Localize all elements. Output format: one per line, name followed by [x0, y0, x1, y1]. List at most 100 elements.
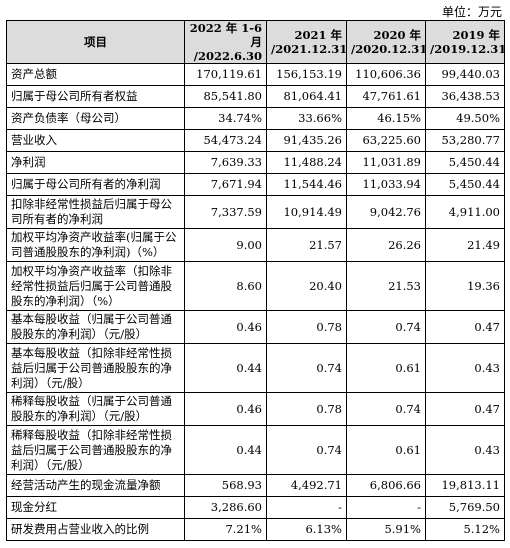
cell-value: 91,435.26 [266, 129, 347, 152]
cell-value: 11,033.94 [346, 173, 426, 196]
cell-value: 0.46 [184, 392, 267, 426]
cell-value: 54,473.24 [184, 129, 267, 152]
cell-value: 4,911.00 [425, 195, 505, 229]
cell-value: 3,286.60 [184, 496, 267, 519]
cell-value: 7,337.59 [184, 195, 267, 229]
cell-value: 0.74 [266, 425, 347, 475]
header-period-4-line1: 2019 年 [452, 28, 500, 42]
table-row: 现金分红 3,286.60 - - 5,769.50 [6, 496, 505, 519]
row-label: 扣除非经常性损益后归属于母公司所有者的净利润 [6, 195, 185, 229]
table-row: 营业收入 54,473.24 91,435.26 63,225.60 53,28… [6, 129, 505, 152]
cell-value: 21.49 [425, 228, 505, 262]
cell-value: 0.61 [346, 425, 426, 475]
cell-value: 8.60 [184, 261, 267, 311]
unit-label: 单位：万元 [441, 5, 502, 19]
header-period-2-line1: 2021 年 [294, 28, 342, 42]
cell-value: 0.46 [184, 310, 267, 344]
header-period-3-line2: /2020.12.31 [351, 42, 428, 56]
row-label: 营业收入 [6, 129, 185, 152]
cell-value: 85,541.80 [184, 85, 267, 108]
header-period-2-line2: /2021.12.31 [271, 42, 348, 56]
cell-value: 49.50% [425, 107, 505, 130]
header-row: 项目 2022 年 1-6 月 /2022.6.30 2021 年 /2021.… [6, 20, 506, 64]
cell-value: 0.78 [266, 392, 347, 426]
row-label: 基本每股收益（扣除非经常性损益后归属于公司普通股股东的净利润）（元/股） [6, 343, 185, 393]
cell-value: 99,440.03 [425, 63, 505, 86]
row-label: 经营活动产生的现金流量净额 [6, 474, 185, 497]
table-row: 净利润 7,639.33 11,488.24 11,031.89 5,450.4… [6, 151, 505, 174]
table-row: 加权平均净资产收益率(归属于公司普通股股东的净利润)（%） 9.00 21.57… [6, 228, 505, 262]
cell-value: 110,606.36 [346, 63, 426, 86]
header-item: 项目 [6, 20, 185, 64]
cell-value: 0.44 [184, 343, 267, 393]
row-label: 净利润 [6, 151, 185, 174]
cell-value: 5,769.50 [425, 496, 505, 519]
header-period-1: 2022 年 1-6 月 /2022.6.30 [184, 20, 267, 64]
cell-value: 34.74% [184, 107, 267, 130]
row-label: 现金分红 [6, 496, 185, 519]
table-row: 稀释每股收益（扣除非经常性损益后归属于公司普通股股东的净利润）（元/股） 0.4… [6, 425, 505, 475]
table-row: 加权平均净资产收益率（扣除非经常性损益后归属于公司普通股股东的净利润）（%） 8… [6, 261, 505, 311]
cell-value: 0.43 [425, 343, 505, 393]
cell-value: 4,492.71 [266, 474, 347, 497]
cell-value: 5,450.44 [425, 151, 505, 174]
row-label: 归属于母公司所有者的净利润 [6, 173, 185, 196]
cell-value: 11,544.46 [266, 173, 347, 196]
cell-value: 5,450.44 [425, 173, 505, 196]
cell-value: 170,119.61 [184, 63, 267, 86]
cell-value: 10,914.49 [266, 195, 347, 229]
cell-value: 6.13% [266, 518, 347, 541]
cell-value: 9.00 [184, 228, 267, 262]
cell-value: 0.61 [346, 343, 426, 393]
cell-value: 21.57 [266, 228, 347, 262]
cell-value: 0.43 [425, 425, 505, 475]
table-row: 经营活动产生的现金流量净额 568.93 4,492.71 6,806.66 1… [6, 474, 505, 497]
row-label: 稀释每股收益（归属于公司普通股股东的净利润）（元/股） [6, 392, 185, 426]
header-period-1-line1: 2022 年 1-6 月 [189, 21, 262, 49]
cell-value: 19,813.11 [425, 474, 505, 497]
cell-value: 19.36 [425, 261, 505, 311]
cell-value: 11,031.89 [346, 151, 426, 174]
cell-value: 7.21% [184, 518, 267, 541]
cell-value: 33.66% [266, 107, 347, 130]
cell-value: 568.93 [184, 474, 267, 497]
cell-value: 7,671.94 [184, 173, 267, 196]
table-row: 资产总额 170,119.61 156,153.19 110,606.36 99… [6, 63, 505, 86]
financial-data-table: 项目 2022 年 1-6 月 /2022.6.30 2021 年 /2021.… [6, 20, 506, 541]
cell-value: 63,225.60 [346, 129, 426, 152]
row-label: 加权平均净资产收益率（扣除非经常性损益后归属于公司普通股股东的净利润）（%） [6, 261, 185, 311]
cell-value: - [266, 496, 347, 519]
table-row: 基本每股收益（扣除非经常性损益后归属于公司普通股股东的净利润）（元/股） 0.4… [6, 343, 505, 393]
cell-value: 0.44 [184, 425, 267, 475]
cell-value: 156,153.19 [266, 63, 347, 86]
cell-value: 6,806.66 [346, 474, 426, 497]
cell-value: 5.12% [425, 518, 505, 541]
table-row: 资产负债率（母公司） 34.74% 33.66% 46.15% 49.50% [6, 107, 505, 130]
table-row: 研发费用占营业收入的比例 7.21% 6.13% 5.91% 5.12% [6, 518, 505, 541]
cell-value: 0.74 [346, 392, 426, 426]
cell-value: 0.47 [425, 310, 505, 344]
cell-value: - [346, 496, 426, 519]
header-period-2: 2021 年 /2021.12.31 [266, 20, 348, 64]
cell-value: 7,639.33 [184, 151, 267, 174]
table-row: 基本每股收益（归属于公司普通股股东的净利润）（元/股） 0.46 0.78 0.… [6, 310, 505, 344]
row-label: 基本每股收益（归属于公司普通股股东的净利润）（元/股） [6, 310, 185, 344]
cell-value: 0.78 [266, 310, 347, 344]
cell-value: 46.15% [346, 107, 426, 130]
cell-value: 81,064.41 [266, 85, 347, 108]
row-label: 资产总额 [6, 63, 185, 86]
cell-value: 36,438.53 [425, 85, 505, 108]
cell-value: 20.40 [266, 261, 347, 311]
table-row: 归属于母公司所有者的净利润 7,671.94 11,544.46 11,033.… [6, 173, 505, 196]
cell-value: 11,488.24 [266, 151, 347, 174]
cell-value: 53,280.77 [425, 129, 505, 152]
table-row: 归属于母公司所有者权益 85,541.80 81,064.41 47,761.6… [6, 85, 505, 108]
cell-value: 26.26 [346, 228, 426, 262]
table-row: 扣除非经常性损益后归属于母公司所有者的净利润 7,337.59 10,914.4… [6, 195, 505, 229]
cell-value: 21.53 [346, 261, 426, 311]
row-label: 资产负债率（母公司） [6, 107, 185, 130]
cell-value: 9,042.76 [346, 195, 426, 229]
header-period-4: 2019 年 /2019.12.31 [425, 20, 506, 64]
header-period-1-line2: /2022.6.30 [193, 49, 262, 63]
cell-value: 5.91% [346, 518, 426, 541]
